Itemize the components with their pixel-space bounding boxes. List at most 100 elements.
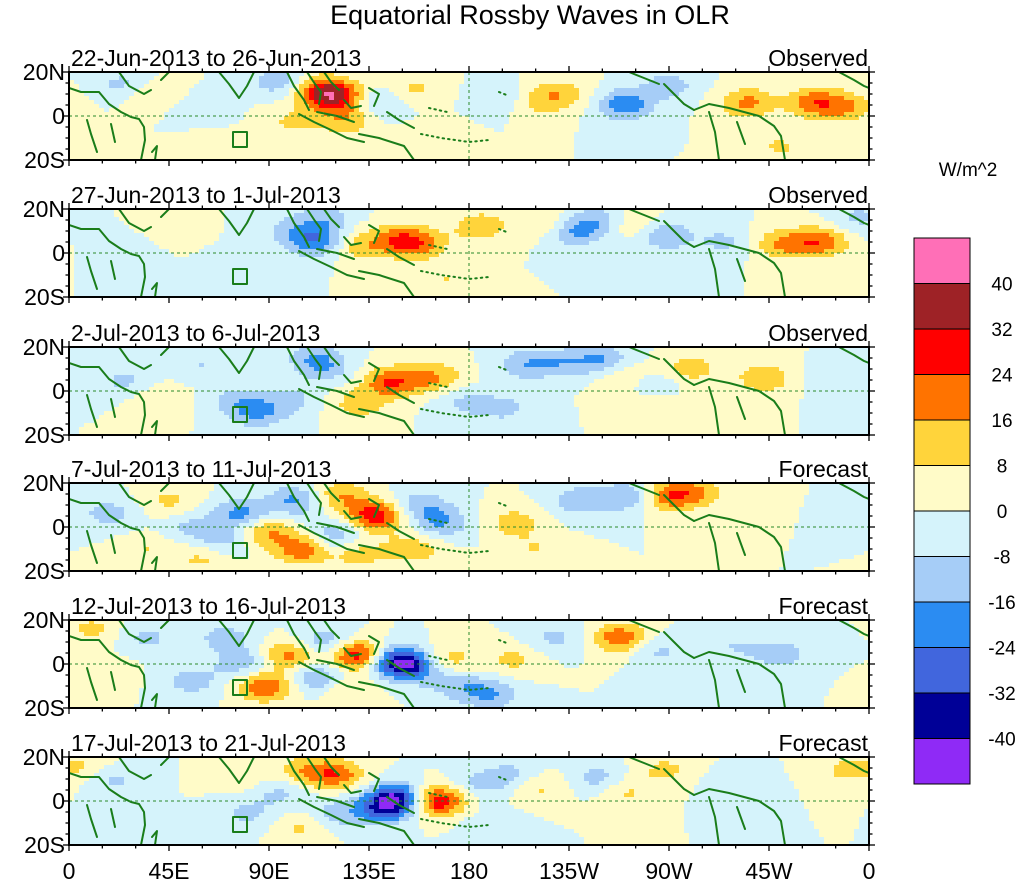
heatmap-cell <box>729 112 735 117</box>
heatmap-cell <box>274 84 280 89</box>
heatmap-cell <box>794 128 800 133</box>
heatmap-cell <box>794 80 800 85</box>
heatmap-cell <box>694 100 700 105</box>
heatmap-cell <box>104 120 110 125</box>
heatmap-cell <box>624 100 630 105</box>
heatmap-cell <box>739 72 745 77</box>
heatmap-cell <box>334 128 340 133</box>
heatmap-cell <box>444 225 450 230</box>
heatmap-cell <box>544 221 550 226</box>
heatmap-cell <box>154 237 160 242</box>
heatmap-cell <box>504 80 510 85</box>
heatmap-cell <box>404 80 410 85</box>
heatmap-cell <box>149 209 155 214</box>
heatmap-cell <box>514 76 520 81</box>
heatmap-cell <box>804 221 810 226</box>
heatmap-cell <box>474 108 480 113</box>
heatmap-cell <box>619 221 625 226</box>
heatmap-cell <box>414 144 420 149</box>
heatmap-cell <box>594 140 600 145</box>
heatmap-cell <box>359 124 365 129</box>
heatmap-cell <box>429 96 435 101</box>
heatmap-cell <box>409 237 415 242</box>
heatmap-cell <box>664 112 670 117</box>
heatmap-cell <box>814 144 820 149</box>
heatmap-cell <box>744 128 750 133</box>
heatmap-cell <box>799 76 805 81</box>
heatmap-cell <box>494 132 500 137</box>
heatmap-cell <box>389 233 395 238</box>
heatmap-cell <box>459 217 465 222</box>
heatmap-cell <box>344 144 350 149</box>
heatmap-cell <box>804 213 810 218</box>
heatmap-cell <box>424 120 430 125</box>
heatmap-cell <box>334 209 340 214</box>
heatmap-cell <box>469 233 475 238</box>
heatmap-cell <box>509 124 515 129</box>
heatmap-cell <box>324 116 330 121</box>
heatmap-cell <box>139 217 145 222</box>
heatmap-cell <box>264 108 270 113</box>
heatmap-cell <box>144 237 150 242</box>
heatmap-cell <box>374 72 380 77</box>
heatmap-cell <box>844 100 850 105</box>
heatmap-cell <box>624 213 630 218</box>
heatmap-cell <box>409 213 415 218</box>
heatmap-cell <box>839 88 845 93</box>
heatmap-cell <box>359 156 365 160</box>
heatmap-cell <box>409 241 415 246</box>
heatmap-cell <box>759 88 765 93</box>
heatmap-cell <box>154 217 160 222</box>
heatmap-cell <box>854 148 860 153</box>
heatmap-cell <box>559 132 565 137</box>
heatmap-cell <box>384 229 390 234</box>
heatmap-cell <box>204 128 210 133</box>
heatmap-cell <box>709 233 715 238</box>
heatmap-cell <box>179 112 185 117</box>
heatmap-cell <box>344 229 350 234</box>
heatmap-cell <box>369 120 375 125</box>
heatmap-cell <box>164 237 170 242</box>
heatmap-cell <box>439 72 445 77</box>
heatmap-cell <box>524 233 530 238</box>
heatmap-cell <box>704 213 710 218</box>
heatmap-cell <box>819 140 825 145</box>
heatmap-cell <box>779 229 785 234</box>
heatmap-cell <box>349 233 355 238</box>
heatmap-cell <box>624 92 630 97</box>
heatmap-cell <box>149 112 155 117</box>
heatmap-cell <box>344 88 350 93</box>
heatmap-cell <box>474 136 480 141</box>
heatmap-cell <box>854 140 860 145</box>
heatmap-cell <box>79 221 85 226</box>
heatmap-cell <box>649 120 655 125</box>
heatmap-cell <box>529 229 535 234</box>
heatmap-cell <box>109 132 115 137</box>
heatmap-cell <box>724 136 730 141</box>
heatmap-cell <box>864 80 869 85</box>
heatmap-cell <box>689 241 695 246</box>
heatmap-cell <box>304 237 310 242</box>
heatmap-cell <box>539 213 545 218</box>
heatmap-cell <box>364 88 370 93</box>
heatmap-cell <box>514 237 520 242</box>
heatmap-cell <box>694 104 700 109</box>
heatmap-cell <box>559 221 565 226</box>
heatmap-cell <box>249 209 255 214</box>
heatmap-cell <box>179 229 185 234</box>
heatmap-cell <box>464 136 470 141</box>
heatmap-cell <box>709 112 715 117</box>
heatmap-cell <box>729 72 735 77</box>
heatmap-cell <box>259 217 265 222</box>
heatmap-cell <box>664 92 670 97</box>
heatmap-cell <box>849 156 855 160</box>
heatmap-cell <box>669 221 675 226</box>
heatmap-cell <box>184 124 190 129</box>
heatmap-cell <box>799 88 805 93</box>
heatmap-cell <box>584 128 590 133</box>
heatmap-cell <box>324 217 330 222</box>
heatmap-cell <box>104 156 110 160</box>
heatmap-cell <box>99 156 105 160</box>
heatmap-cell <box>594 241 600 246</box>
heatmap-cell <box>484 221 490 226</box>
